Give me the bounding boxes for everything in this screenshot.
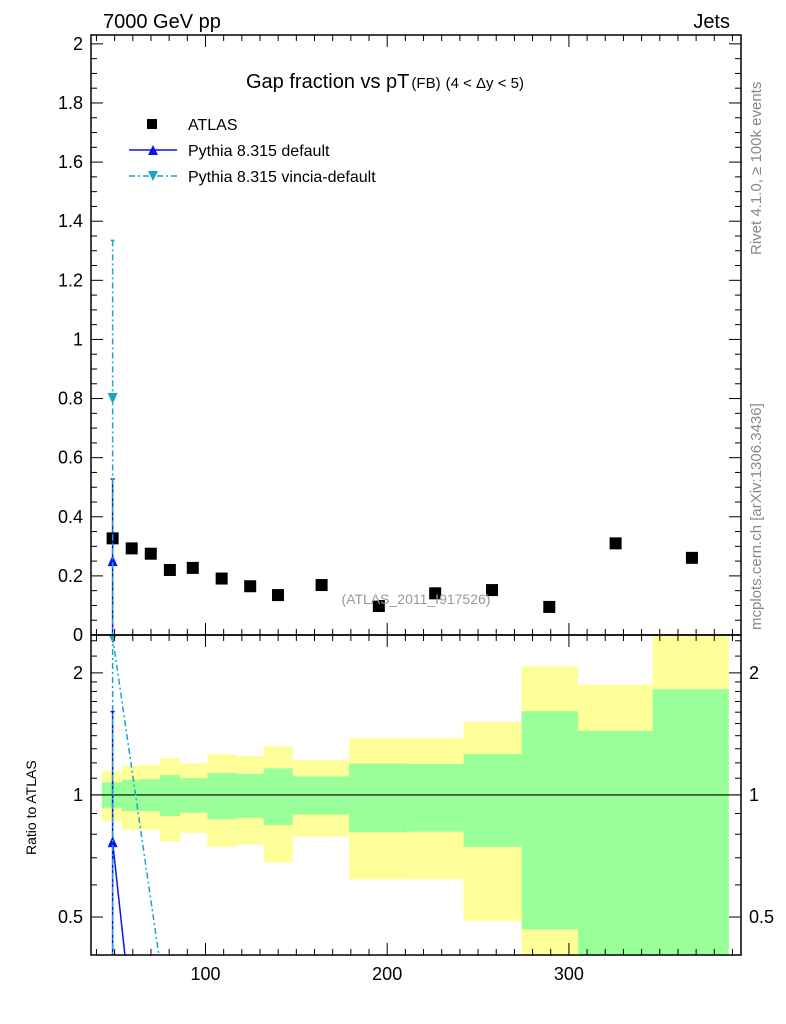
axes: 100 200 300 0 0.2 0.4 0.6 0.8 1 1.2 1.4 1.6 1.8 2 0.5 0… (58, 34, 774, 984)
stat-uncertainty-band (207, 773, 237, 820)
atlas-data-point (125, 542, 138, 555)
legend-label-vincia: Pythia 8.315 vincia-default (188, 169, 376, 186)
atlas-data-point (244, 580, 257, 593)
stat-uncertainty-band (652, 689, 729, 955)
ratio-y-tick-label: 0.5 (58, 907, 83, 927)
y-tick-label: 1 (73, 329, 83, 349)
legend-label-atlas: ATLAS (188, 117, 238, 134)
atlas-data-point (215, 572, 228, 585)
legend: ATLAS Pythia 8.315 default Pythia 8.315 … (129, 117, 376, 186)
pythia-default-data-point (107, 555, 118, 567)
legend-marker-default (148, 145, 158, 155)
pythia-vincia-ratio-line (111, 637, 160, 955)
ratio-bands (101, 635, 729, 955)
x-tick-label: 300 (554, 964, 584, 984)
y-tick-label: 1.4 (58, 211, 83, 231)
y-tick-label: 1.8 (58, 93, 83, 113)
title-range: (4 < Δy < 5) (446, 75, 524, 92)
stat-uncertainty-band (407, 764, 464, 832)
stat-uncertainty-band (578, 730, 653, 955)
y-tick-label: 0.8 (58, 389, 83, 409)
pythia-default-ratio-line (111, 842, 126, 955)
ratio-y-label: Ratio to ATLAS (23, 760, 39, 855)
mcplots-label: mcplots.cern.ch [arXiv:1306.3436] (748, 403, 765, 630)
main-panel (106, 239, 698, 635)
ratio-y-tick-label-right: 1 (749, 785, 759, 805)
y-tick-label: 0.6 (58, 448, 83, 468)
y-tick-label: 2 (73, 34, 83, 54)
legend-marker-vincia (148, 171, 158, 181)
y-tick-label: 0 (73, 625, 83, 645)
ratio-y-tick-label-right: 2 (749, 663, 759, 683)
ratio-y-tick-label-right: 0.5 (749, 907, 774, 927)
stat-uncertainty-band (263, 768, 293, 826)
chart-title: Gap fraction vs pT (FB) (4 < Δy < 5) (246, 71, 524, 93)
stat-uncertainty-band (236, 774, 264, 818)
ratio-y-tick-label: 2 (73, 663, 83, 683)
header-right: Jets (693, 11, 730, 33)
title-main: Gap fraction vs pT (246, 71, 409, 93)
atlas-data-point (609, 537, 622, 550)
legend-marker-atlas (147, 119, 157, 129)
atlas-data-point (486, 584, 499, 597)
pythia-vincia-data-point (107, 392, 118, 404)
legend-label-default: Pythia 8.315 default (188, 143, 330, 160)
x-tick-label: 100 (190, 964, 220, 984)
rivet-label: Rivet 4.1.0, ≥ 100k events (748, 82, 765, 255)
atlas-data-point (429, 587, 442, 600)
atlas-data-point (543, 600, 556, 613)
y-tick-label: 1.6 (58, 152, 83, 172)
y-tick-label: 0.2 (58, 566, 83, 586)
atlas-data-point (315, 579, 328, 592)
stat-uncertainty-band (160, 775, 181, 817)
y-tick-label: 0.4 (58, 507, 83, 527)
ratio-panel (91, 635, 741, 955)
atlas-data-point (186, 561, 199, 574)
title-sub: (FB) (411, 75, 440, 92)
stat-uncertainty-band (521, 711, 579, 930)
header-left: 7000 GeV pp (103, 11, 221, 33)
atlas-data-point (163, 563, 176, 576)
atlas-data-point (271, 589, 284, 602)
stat-uncertainty-band (349, 763, 408, 833)
ratio-y-tick-label: 1 (73, 785, 83, 805)
analysis-watermark: (ATLAS_2011_I917526) (342, 591, 491, 607)
atlas-data-point (685, 551, 698, 564)
stat-uncertainty-band (463, 754, 522, 847)
x-tick-label: 200 (372, 964, 402, 984)
atlas-data-point (372, 600, 385, 613)
y-tick-label: 1.2 (58, 270, 83, 290)
atlas-data-point (144, 547, 157, 560)
